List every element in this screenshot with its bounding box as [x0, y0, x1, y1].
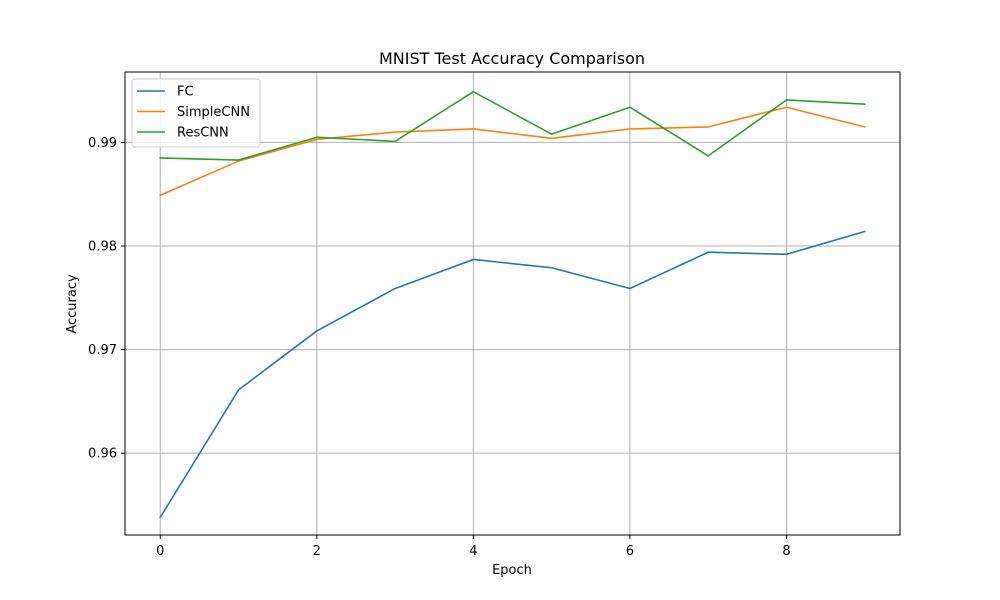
legend-box [131, 78, 261, 148]
x-tick-label: 4 [469, 544, 477, 559]
y-tick-label: 0.99 [88, 136, 117, 151]
x-tick-label: 2 [313, 544, 321, 559]
y-tick-label: 0.98 [88, 240, 117, 255]
chart-title: MNIST Test Accuracy Comparison [379, 49, 645, 68]
y-tick-label: 0.97 [88, 343, 117, 358]
series-layer [159, 90, 866, 519]
legend-label-simplecnn: SimpleCNN [177, 105, 250, 120]
x-axis-label: Epoch [492, 563, 532, 578]
legend-label-rescnn: ResCNN [177, 126, 229, 141]
series-line-simplecnn [159, 106, 866, 197]
x-tick-label: 0 [156, 544, 164, 559]
y-axis: 0.96 0.97 0.98 0.99 [88, 136, 125, 462]
legend-label-fc: FC [177, 85, 194, 100]
x-tick-label: 8 [782, 544, 790, 559]
series-line-fc [159, 230, 866, 519]
y-axis-label: Accuracy [65, 274, 80, 334]
series-line-rescnn [159, 90, 866, 161]
y-tick-label: 0.96 [88, 447, 117, 462]
legend: FC SimpleCNN ResCNN [131, 78, 261, 148]
plot-frame [124, 71, 901, 536]
x-tick-label: 6 [626, 544, 634, 559]
x-axis: 0 2 4 6 8 [156, 535, 791, 559]
